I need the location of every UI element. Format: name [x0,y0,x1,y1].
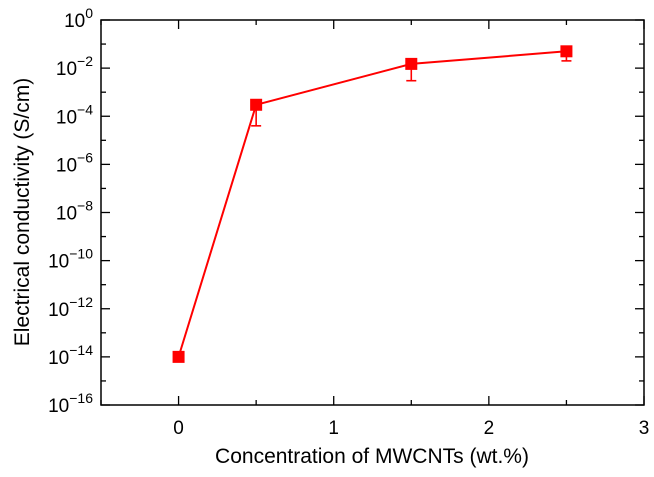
x-tick-label: 0 [173,418,184,439]
x-tick-label: 1 [328,418,339,439]
data-point [405,57,418,70]
data-point [560,45,573,58]
y-tick-label: 10−8 [56,198,93,225]
y-axis-label: Electrical conductivity (S/cm) [11,78,34,346]
data-point [250,98,263,111]
y-tick-label: 10−2 [56,53,93,80]
x-axis-label: Concentration of MWCNTs (wt.%) [215,445,529,468]
axis-ticks [100,19,645,406]
y-tick-label: 100 [64,5,93,32]
data-point [172,350,185,363]
x-tick-label: 3 [639,418,650,439]
y-tick-label: 10−12 [48,294,93,321]
x-tick-label: 2 [484,418,495,439]
y-tick-label: 10−6 [56,149,93,176]
y-tick-label: 10−10 [48,246,93,273]
y-tick-label: 10−16 [48,390,93,417]
y-tick-label: 10−14 [48,342,93,369]
data-series [172,45,573,363]
tick-labels: 0 1 2 3 100 10−2 10−4 10−6 10−8 10−10 10−12 10−14 10… [48,5,649,439]
y-tick-label: 10−4 [56,101,93,128]
plot-frame [100,19,645,406]
series-line [177,50,567,358]
